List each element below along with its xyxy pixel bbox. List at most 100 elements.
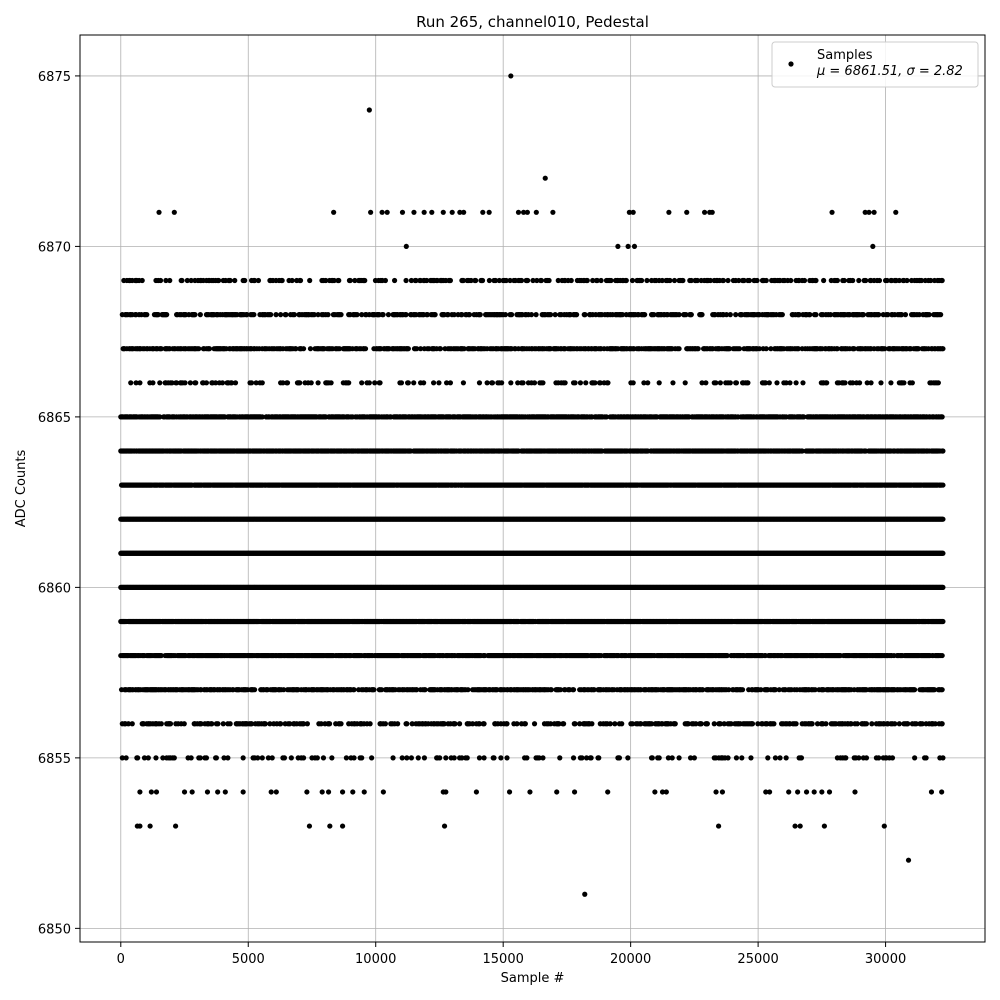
sample-point [758, 687, 764, 693]
sample-point [607, 721, 613, 727]
sample-point [524, 755, 530, 761]
sample-point [777, 755, 783, 761]
sample-point [548, 721, 554, 727]
sample-point [504, 721, 510, 727]
sample-point [814, 721, 821, 727]
sample-point [629, 721, 636, 727]
sample-point [889, 755, 896, 761]
sample-point [459, 755, 465, 761]
sample-point [939, 721, 945, 727]
sample-point [739, 687, 746, 693]
sample-point [711, 721, 717, 727]
sample-point [854, 721, 860, 727]
sample-point [415, 755, 421, 761]
sample-point [123, 755, 129, 761]
sample-point [572, 721, 578, 727]
sample-point [583, 755, 590, 761]
sample-point [940, 584, 946, 590]
sample-point [843, 755, 849, 761]
sample-point [281, 687, 287, 693]
sample-point [693, 721, 699, 727]
sample-point [912, 755, 918, 761]
sample-point [776, 687, 782, 693]
sample-point [896, 721, 902, 727]
sample-point [267, 721, 273, 727]
sample-point [504, 755, 510, 761]
sample-point [856, 755, 862, 761]
sample-point [749, 721, 756, 727]
sample-point [145, 755, 151, 761]
sample-point [351, 687, 357, 693]
sample-point [536, 755, 542, 761]
sample-point [498, 755, 504, 761]
sample-point [892, 721, 898, 727]
sample-point [591, 687, 597, 693]
sample-point [923, 755, 929, 761]
sample-point [912, 687, 918, 693]
sample-point [227, 721, 233, 727]
sample-point [771, 721, 777, 727]
sample-point [167, 721, 174, 727]
sample-point [378, 687, 385, 693]
sample-point [469, 721, 476, 727]
sample-point [259, 755, 265, 761]
sample-point [240, 755, 246, 761]
sample-point [320, 755, 327, 761]
sample-point [399, 755, 405, 761]
sample-point [215, 721, 221, 727]
sample-point [188, 755, 194, 761]
sample-point [570, 755, 577, 761]
sample-point [700, 687, 706, 693]
sample-point [793, 721, 799, 727]
sample-point [772, 687, 779, 693]
sample-point [465, 687, 471, 693]
sample-point [288, 755, 294, 761]
sample-point [931, 687, 938, 693]
sample-point [939, 687, 945, 693]
sample-point [612, 721, 618, 727]
sample-point [119, 755, 125, 761]
sample-point [421, 755, 428, 761]
sample-point [255, 755, 261, 761]
sample-point [589, 721, 595, 727]
sample-point [408, 755, 415, 761]
sample-point [932, 721, 938, 727]
sample-point [225, 755, 231, 761]
sample-point [765, 755, 771, 761]
sample-point [314, 755, 320, 761]
sample-point [685, 721, 691, 727]
sample-point [755, 721, 761, 727]
sample-point [171, 755, 177, 761]
sample-point [369, 755, 375, 761]
sample-point [278, 721, 284, 727]
sample-point [329, 755, 335, 761]
sample-point [812, 687, 818, 693]
sample-point [414, 687, 420, 693]
sample-point [522, 721, 528, 727]
sample-point [300, 721, 307, 727]
sample-point [125, 721, 132, 727]
sample-point [733, 755, 740, 761]
sample-point [318, 721, 324, 727]
sample-point [672, 721, 678, 727]
sample-point [481, 721, 487, 727]
sample-point [351, 755, 357, 761]
sample-point [456, 721, 463, 727]
sample-point [809, 721, 815, 727]
sample-point [540, 755, 546, 761]
sample-point [220, 721, 226, 727]
sample-point [616, 755, 623, 761]
sample-point [728, 721, 734, 727]
sample-point [721, 721, 727, 727]
sample-point [676, 755, 682, 761]
sample-point [691, 755, 697, 761]
sample-point [783, 755, 789, 761]
sample-point [869, 721, 875, 727]
sample-point [648, 721, 655, 727]
sample-point [441, 721, 447, 727]
sample-point [863, 721, 870, 727]
sample-point [798, 755, 805, 761]
sample-point [491, 755, 497, 761]
sample-point [464, 755, 470, 761]
